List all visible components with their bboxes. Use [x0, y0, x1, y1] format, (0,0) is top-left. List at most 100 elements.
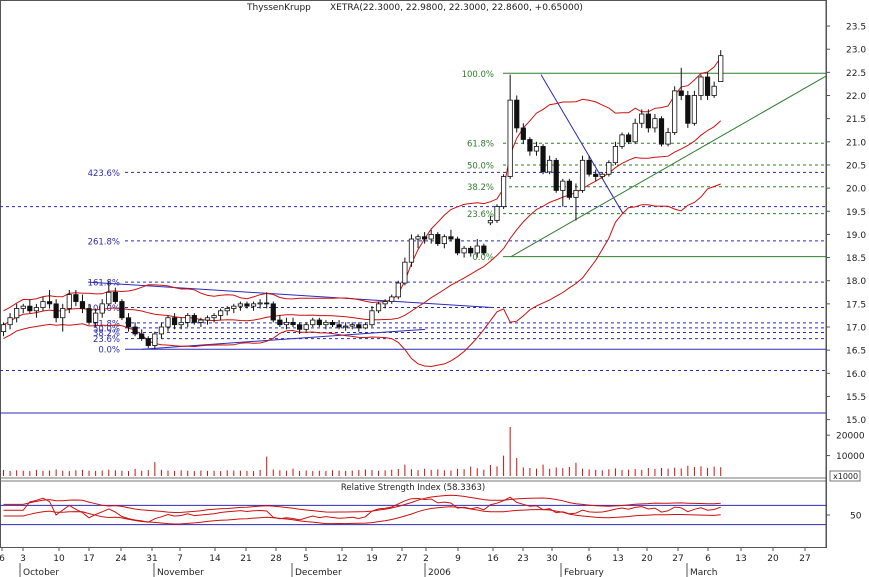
fib-right-label: 38.2% — [467, 183, 494, 193]
x-axis-day-label: 19 — [366, 554, 378, 564]
candle-body — [27, 305, 33, 312]
candle-body — [40, 301, 46, 308]
candle-body — [112, 291, 118, 302]
volume-unit-label: x1000 — [833, 472, 858, 481]
candle-body — [415, 236, 421, 240]
rising-support-trendline — [510, 75, 827, 258]
fib-left-label: 423.6% — [88, 169, 120, 179]
x-axis-day-label: 23 — [517, 554, 528, 564]
x-axis-day-label: 17 — [83, 554, 94, 564]
rsi-line — [3, 496, 721, 523]
candle-body — [672, 90, 678, 133]
candle-body — [191, 315, 197, 323]
x-axis-day-label: 7 — [177, 554, 183, 564]
x-axis-day-label: 31 — [146, 554, 157, 564]
candle-body — [237, 303, 243, 307]
candle-body — [283, 321, 290, 326]
x-axis-day-label: 14 — [209, 554, 221, 564]
candle-body — [86, 308, 92, 323]
candle-body — [566, 180, 572, 198]
price-axis-tick-label: 16.5 — [846, 347, 866, 357]
candle-body — [500, 176, 507, 208]
candle-body — [152, 333, 158, 346]
fib-left-label: 261.8% — [88, 237, 120, 247]
x-axis-day-label: 10 — [53, 554, 65, 564]
candle-body — [349, 324, 355, 327]
candle-body — [645, 113, 651, 129]
x-axis-day-label: 16 — [487, 554, 499, 564]
candle-body — [46, 301, 53, 305]
x-axis-month-label: November — [157, 568, 204, 577]
x-axis-day-label: 28 — [270, 554, 282, 564]
price-axis-tick-label: 21.0 — [846, 138, 866, 148]
candle-body — [139, 333, 145, 339]
x-axis-day-label: 27 — [672, 554, 683, 564]
price-axis-tick-label: 22.5 — [846, 69, 866, 79]
candle-body — [560, 180, 566, 191]
candle-body — [698, 76, 704, 96]
candle-body — [356, 324, 362, 329]
candle-body — [487, 220, 494, 224]
candle-body — [375, 303, 382, 312]
candle-body — [125, 317, 132, 328]
candle-body — [198, 319, 204, 323]
rsi-title: Relative Strength Index (58.3363) — [341, 483, 485, 493]
fib-right-label: 100.0% — [462, 70, 494, 80]
volume-axis-tick-label: 10000 — [836, 452, 865, 462]
candle-body — [93, 312, 99, 323]
candle-body — [66, 294, 72, 309]
price-axis-tick-label: 20.5 — [846, 161, 866, 171]
candle-body — [691, 95, 698, 124]
candle-body — [652, 118, 658, 129]
candle-body — [422, 236, 428, 240]
x-axis-day-label: 30 — [546, 554, 558, 564]
candle-body — [402, 261, 408, 284]
candle-body — [7, 317, 13, 326]
price-axis-tick-label: 19.5 — [846, 208, 866, 218]
price-axis-tick-label: 23.5 — [846, 23, 866, 33]
symbol-label: ThyssenKrupp — [247, 3, 311, 13]
price-axis-tick-label: 18.5 — [846, 254, 866, 264]
candle-body — [527, 139, 533, 152]
price-axis-tick-label: 18.0 — [846, 277, 866, 287]
x-axis-day-label: 27 — [799, 554, 810, 564]
candle-body — [171, 317, 178, 326]
candle-body — [435, 233, 441, 245]
x-axis-month-label: February — [564, 568, 605, 577]
fib-left-label: 38.2% — [93, 329, 120, 339]
candle-body — [79, 301, 86, 309]
candle-body — [20, 305, 26, 309]
price-axis-tick-label: 23.0 — [846, 46, 866, 56]
rsi-upper-envelope — [3, 494, 721, 514]
candle-body — [73, 294, 79, 302]
candle-body — [389, 296, 395, 302]
candle-body — [60, 308, 66, 319]
candle-body — [579, 159, 586, 191]
candle-body — [448, 236, 454, 240]
candle-body — [204, 317, 211, 321]
fib-left-label: 161.8% — [88, 279, 120, 289]
rsi-lower-envelope — [3, 506, 721, 525]
candle-body — [257, 302, 263, 305]
candle-body — [369, 310, 375, 326]
candle-body — [612, 146, 619, 164]
candle-body — [395, 282, 401, 298]
candle-body — [145, 338, 151, 346]
bollinger-upper-band — [3, 57, 722, 312]
candle-body — [454, 238, 461, 254]
x-axis-day-label: 12 — [336, 554, 347, 564]
fib-left-label: 50.0% — [93, 324, 120, 334]
candle-body — [14, 308, 20, 319]
candle-body — [316, 319, 322, 326]
candle-body — [573, 190, 579, 198]
x-axis-day-label: 27 — [396, 554, 407, 564]
candle-body — [218, 310, 224, 316]
candle-body — [33, 307, 40, 312]
x-axis-day-label: 13 — [612, 554, 623, 564]
x-axis-day-label: 2 — [423, 554, 429, 564]
fib-left-label: 0.0% — [98, 346, 120, 356]
x-axis-month-label: 2006 — [428, 568, 451, 577]
candle-body — [290, 321, 296, 326]
candle-body — [336, 324, 342, 328]
